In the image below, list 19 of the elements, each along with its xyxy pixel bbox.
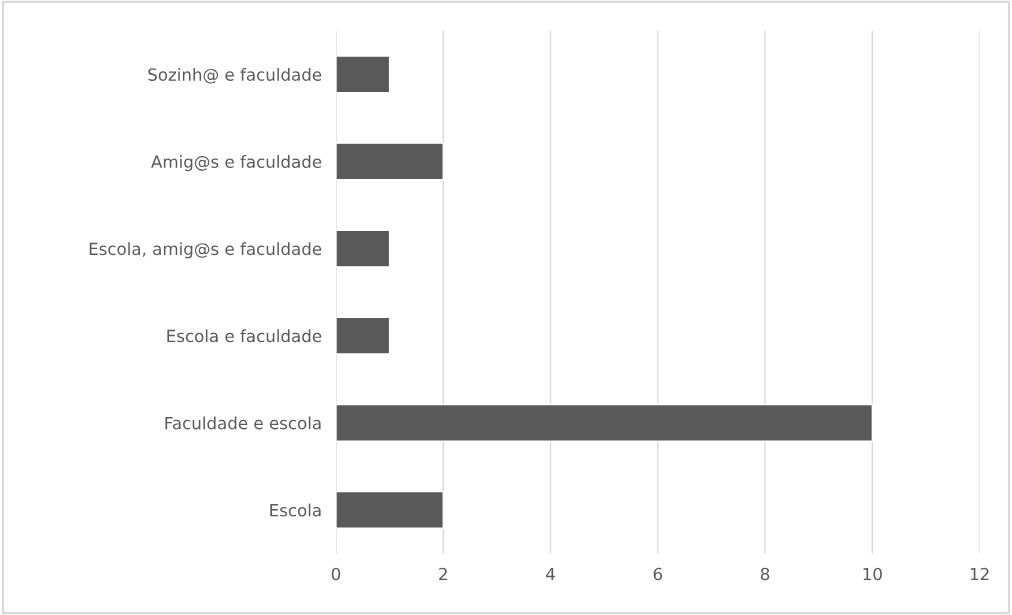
x-tick-label: 6 bbox=[653, 567, 663, 581]
y-tick-label: Sozinh@ e faculdade bbox=[148, 67, 322, 84]
bar bbox=[335, 142, 444, 181]
y-tick-label: Amig@s e faculdade bbox=[151, 155, 322, 172]
x-tick-label: 8 bbox=[760, 567, 770, 581]
x-tick-label: 12 bbox=[970, 567, 989, 581]
y-tick-label: Escola bbox=[270, 503, 321, 517]
x-tick-label: 4 bbox=[546, 567, 555, 581]
y-tick-label: Escola, amig@s e faculdade bbox=[89, 242, 322, 259]
bar bbox=[335, 316, 391, 355]
x-tick-label: 0 bbox=[331, 567, 341, 581]
bar bbox=[335, 490, 444, 529]
y-tick-label: Faculdade e escola bbox=[165, 416, 321, 430]
bar bbox=[335, 55, 391, 94]
x-tick-label: 10 bbox=[863, 567, 882, 581]
bar bbox=[335, 229, 391, 268]
bar bbox=[335, 403, 874, 442]
x-tick-label: 2 bbox=[439, 567, 447, 581]
y-tick-label: Escola e faculdade bbox=[167, 329, 322, 343]
